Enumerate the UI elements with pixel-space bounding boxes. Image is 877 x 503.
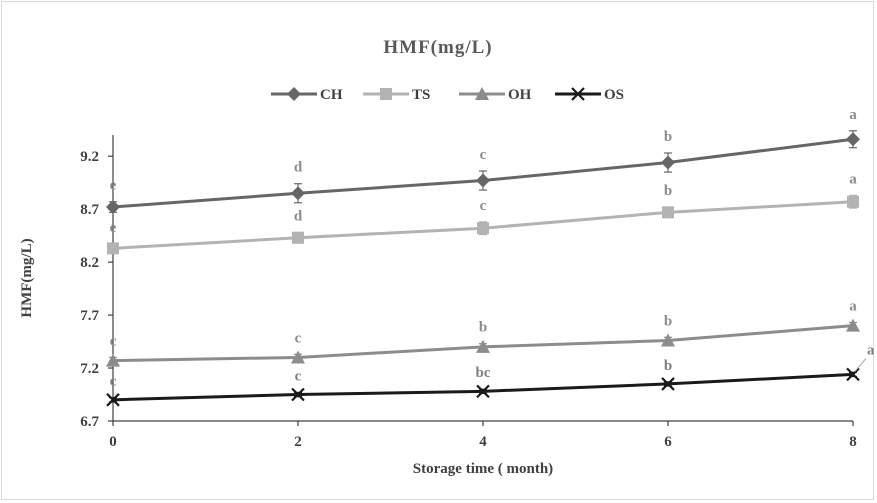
sig-label-ch: b [664, 129, 672, 145]
x-tick-label: 8 [849, 434, 857, 450]
sig-label-ch: a [849, 107, 857, 123]
sig-label-ts: b [664, 183, 672, 199]
sig-label-oh: c [295, 330, 302, 346]
data-point-os [106, 393, 120, 407]
legend-item-ts: TS [363, 87, 430, 103]
legend-marker-ts [380, 88, 392, 100]
sig-label-os: c [295, 368, 302, 384]
series-ch [106, 130, 860, 215]
data-point-ch [291, 186, 305, 201]
legend-marker-oh [475, 87, 489, 100]
sig-label-os: bc [476, 365, 491, 381]
data-point-ts [107, 242, 119, 255]
data-point-os [476, 384, 490, 399]
data-point-ts [847, 195, 859, 208]
data-point-ts [477, 222, 489, 235]
legend-item-oh: OH [459, 87, 532, 103]
sig-label-oh: b [664, 313, 672, 329]
data-point-os [291, 387, 305, 402]
chart-title: HMF(mg/L) [383, 37, 492, 58]
series-layer [106, 130, 860, 407]
data-point-oh [476, 339, 490, 353]
data-point-ts [662, 206, 674, 219]
sig-label-leader [854, 358, 867, 372]
series-oh [106, 318, 860, 367]
legend-label: OH [508, 87, 532, 103]
x-tick-label: 4 [479, 434, 487, 450]
legend-marker-os [571, 87, 585, 101]
sig-label-ts: c [480, 198, 487, 214]
legend-item-os: OS [555, 87, 624, 103]
x-ticks: 0 2 4 6 8 [109, 421, 857, 450]
x-axis-label: Storage time ( month) [413, 461, 553, 477]
y-axis-label: HMF(mg/L) [19, 238, 35, 317]
data-point-oh [661, 333, 675, 347]
sig-label-ch: e [110, 178, 117, 194]
sig-label-ch: c [480, 147, 487, 163]
data-point-oh [846, 318, 860, 332]
legend-marker-ch [287, 87, 301, 101]
x-tick-label: 2 [294, 434, 302, 450]
sig-label-os: a [867, 342, 875, 358]
y-ticks: 6.7 7.2 7.7 8.2 8.7 9.2 [80, 149, 113, 430]
sig-label-oh: b [479, 320, 487, 336]
sig-labels-layer: e d c b a e d c b a c c b b a c c bc b a [110, 107, 875, 390]
sig-label-ts: a [849, 171, 857, 187]
data-point-ch [476, 173, 490, 188]
series-os [106, 367, 860, 407]
data-point-ts [292, 231, 304, 244]
series-ts [107, 194, 859, 255]
y-tick-label: 9.2 [80, 149, 99, 165]
x-tick-label: 6 [664, 434, 672, 450]
sig-label-ts: e [110, 220, 117, 236]
legend: CH TS OH OS [271, 87, 624, 103]
sig-label-oh: a [849, 298, 857, 314]
data-point-ch [661, 155, 675, 170]
x-tick-label: 0 [109, 434, 117, 450]
legend-label: OS [604, 87, 624, 103]
legend-label: CH [320, 87, 343, 103]
data-point-oh [106, 353, 120, 367]
legend-label: TS [412, 87, 430, 103]
y-tick-label: 8.7 [80, 202, 99, 218]
data-point-ch [106, 200, 120, 215]
sig-label-os: c [110, 374, 117, 390]
y-tick-label: 6.7 [80, 414, 99, 430]
data-point-oh [291, 350, 305, 364]
y-tick-label: 7.2 [80, 361, 99, 377]
data-point-ch [846, 132, 860, 147]
sig-label-ts: d [294, 208, 303, 224]
legend-item-ch: CH [271, 87, 343, 103]
data-point-os [846, 367, 860, 382]
y-tick-label: 7.7 [80, 308, 99, 324]
sig-label-os: b [664, 358, 672, 374]
data-point-os [661, 377, 675, 391]
sig-label-oh: c [110, 333, 117, 349]
sig-label-ch: d [294, 160, 303, 176]
y-tick-label: 8.2 [80, 255, 99, 271]
